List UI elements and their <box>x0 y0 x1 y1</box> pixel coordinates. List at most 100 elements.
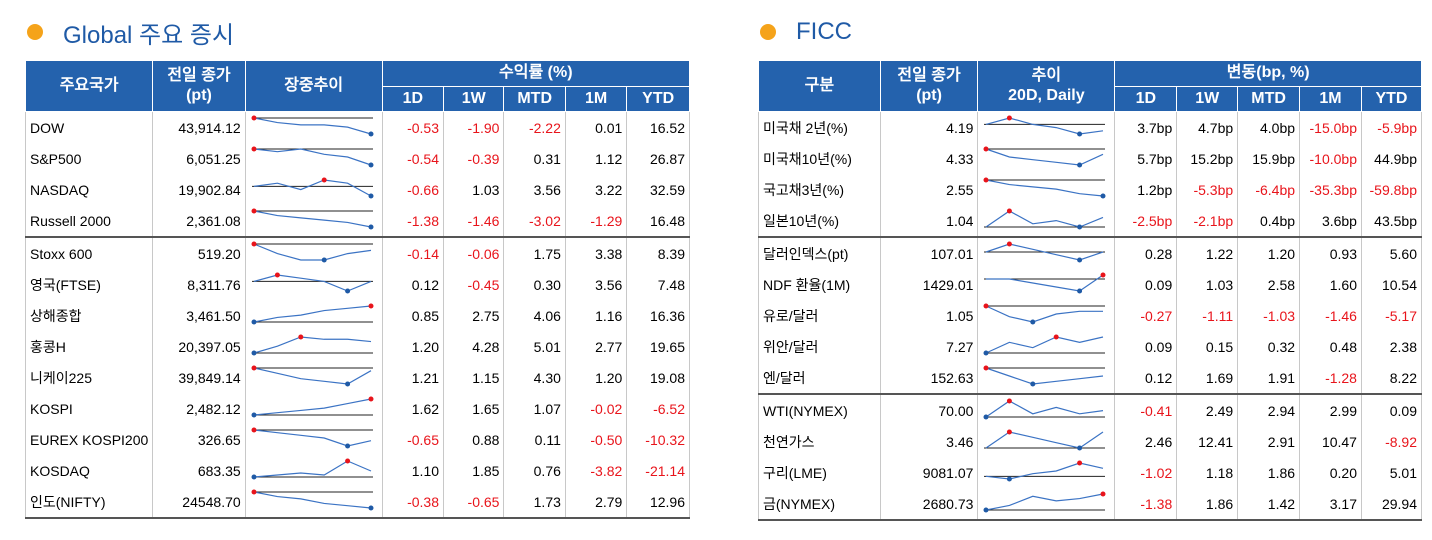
sparkline <box>984 272 1106 294</box>
row-value: 2.94 <box>1237 394 1301 426</box>
row-value: 0.88 <box>443 424 505 455</box>
row-value: 44.9bp <box>1360 143 1423 174</box>
row-value: -0.53 <box>381 111 445 143</box>
data-row: NDF 환율(1M) 1429.01 0.09 1.03 2.58 1.60 10.54 <box>758 269 1423 300</box>
sparkline-cell <box>977 300 1116 331</box>
row-value: 19.65 <box>626 331 690 362</box>
row-close: 107.01 <box>879 237 979 269</box>
data-row: 영국(FTSE) 8,311.76 0.12 -0.45 0.30 3.56 7.48 <box>24 269 690 300</box>
row-value: 2.49 <box>1176 394 1239 426</box>
row-value: 19.08 <box>626 362 690 393</box>
data-row: NASDAQ 19,902.84 -0.66 1.03 3.56 3.22 32.59 <box>24 174 690 205</box>
sparkline <box>983 398 1106 420</box>
sparkline-min <box>321 257 327 263</box>
row-name: 홍콩H <box>24 331 154 362</box>
row-value: 0.12 <box>381 269 445 300</box>
sparkline-cell <box>977 426 1116 457</box>
row-value: 16.36 <box>626 300 690 331</box>
row-value: -1.03 <box>1237 300 1301 331</box>
sparkline-line <box>253 117 371 135</box>
row-close: 6,051.25 <box>152 143 246 174</box>
sparkline-line <box>986 117 1104 135</box>
sparkline-line <box>986 148 1104 166</box>
sparkline <box>251 115 374 137</box>
sparkline <box>251 427 373 449</box>
row-close: 519.20 <box>152 237 246 269</box>
sparkline <box>984 115 1106 137</box>
row-name: Russell 2000 <box>24 205 154 238</box>
row-value: 1.42 <box>1237 488 1301 521</box>
sparkline-cell <box>244 143 383 174</box>
row-value: 8.22 <box>1360 362 1423 395</box>
data-row: 금(NYMEX) 2680.73 -1.38 1.86 1.42 3.17 29.94 <box>758 488 1423 521</box>
sparkline-min <box>251 350 257 356</box>
header-row: 구분 전일 종가 (pt) 추이 20D, Daily 변동(bp, %) <box>758 60 1422 112</box>
row-name: 유로/달러 <box>758 300 881 331</box>
data-row: WTI(NYMEX) 70.00 -0.41 2.49 2.94 2.99 0.09 <box>758 394 1423 426</box>
row-name: EUREX KOSPI200 <box>24 424 154 455</box>
row-value: -15.0bp <box>1299 111 1362 143</box>
row-value: 2.79 <box>564 486 628 519</box>
data-row: 상해종합 3,461.50 0.85 2.75 4.06 1.16 16.36 <box>24 300 690 331</box>
row-value: 5.7bp <box>1114 143 1178 174</box>
row-value: 0.09 <box>1114 331 1178 362</box>
row-name: KOSPI <box>24 393 154 424</box>
sparkline-cell <box>977 362 1116 395</box>
sparkline-max <box>368 303 374 309</box>
sparkline <box>251 365 373 387</box>
row-value: 1.65 <box>443 393 505 424</box>
row-name: 국고채3년(%) <box>758 174 881 205</box>
panel-title: Global 주요 증시 <box>25 14 690 50</box>
sparkline <box>251 396 374 418</box>
bullet <box>760 24 776 40</box>
header-name: 주요국가 <box>24 60 154 112</box>
row-value: 3.56 <box>503 174 566 205</box>
row-name: KOSDAQ <box>24 455 154 486</box>
header-period: 1M <box>1299 85 1362 112</box>
row-value: 0.15 <box>1176 331 1239 362</box>
data-row: 미국채 2년(%) 4.19 3.7bp 4.7bp 4.0bp -15.0bp -5.9b… <box>758 111 1423 143</box>
sparkline <box>251 303 374 325</box>
title-text: FICC <box>796 18 852 45</box>
data-row: Stoxx 600 519.20 -0.14 -0.06 1.75 3.38 8.39 <box>24 237 690 269</box>
row-value: 1.86 <box>1237 457 1301 488</box>
row-close: 1.05 <box>879 300 979 331</box>
row-name: 금(NYMEX) <box>758 488 881 521</box>
row-value: 3.6bp <box>1299 205 1362 238</box>
sparkline-min <box>1077 257 1083 263</box>
sparkline-line <box>253 336 371 354</box>
row-name: DOW <box>24 111 154 143</box>
sparkline-line <box>253 179 371 197</box>
row-close: 2,361.08 <box>152 205 246 238</box>
data-row: S&P500 6,051.25 -0.54 -0.39 0.31 1.12 26.87 <box>24 143 690 174</box>
row-name: NASDAQ <box>24 174 154 205</box>
row-value: 1.20 <box>381 331 445 362</box>
row-close: 9081.07 <box>879 457 979 488</box>
sparkline <box>983 365 1106 387</box>
row-value: 0.09 <box>1360 394 1423 426</box>
sparkline-min <box>368 131 374 137</box>
row-close: 2.55 <box>879 174 979 205</box>
sparkline-line <box>986 305 1104 323</box>
row-value: 1.07 <box>503 393 566 424</box>
row-value: 0.48 <box>1299 331 1362 362</box>
sparkline-max <box>297 334 303 340</box>
row-name: 위안/달러 <box>758 331 881 362</box>
sparkline-cell <box>244 486 383 519</box>
sparkline <box>251 489 374 511</box>
sparkline-max <box>321 177 327 183</box>
row-value: 10.47 <box>1299 426 1362 457</box>
sparkline-line <box>986 431 1104 449</box>
sparkline-min <box>368 193 374 199</box>
row-close: 1429.01 <box>879 269 979 300</box>
row-value: -0.45 <box>443 269 505 300</box>
sparkline-max <box>1077 460 1083 466</box>
row-value: 0.09 <box>1114 269 1178 300</box>
sparkline-line <box>253 243 371 261</box>
row-value: 1.20 <box>564 362 628 393</box>
row-value: 1.69 <box>1176 362 1239 395</box>
row-close: 8,311.76 <box>152 269 246 300</box>
row-value: -6.4bp <box>1237 174 1301 205</box>
row-name: 일본10년(%) <box>758 205 881 238</box>
row-value: 1.62 <box>381 393 445 424</box>
